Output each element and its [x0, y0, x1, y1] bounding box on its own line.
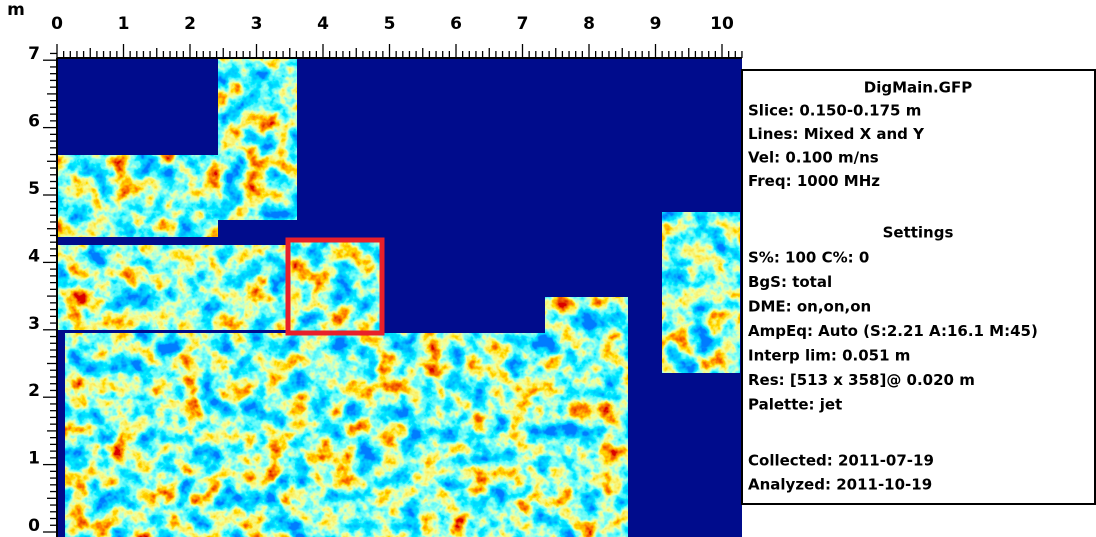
- date-line: Analyzed: 2011-10-19: [748, 476, 932, 494]
- info-line: Lines: Mixed X and Y: [748, 125, 925, 143]
- settings-line: DME: on,on,on: [748, 298, 871, 316]
- x-tick-label: 1: [118, 14, 130, 34]
- settings-line: Res: [513 x 358]@ 0.020 m: [748, 371, 975, 389]
- y-tick-label: 7: [28, 44, 40, 64]
- x-tick-label: 2: [184, 14, 196, 34]
- x-tick-label: 4: [317, 14, 329, 34]
- x-tick-label: 3: [251, 14, 263, 34]
- date-line: Collected: 2011-07-19: [748, 452, 934, 470]
- x-tick-label: 8: [583, 14, 595, 34]
- x-tick-label: 5: [384, 14, 396, 34]
- settings-line: AmpEq: Auto (S:2.21 A:16.1 M:45): [748, 322, 1038, 340]
- x-tick-label: 0: [51, 14, 63, 34]
- info-line: Vel: 0.100 m/ns: [748, 149, 879, 167]
- y-tick-label: 6: [28, 112, 40, 132]
- unit-label: m: [7, 0, 25, 20]
- y-tick-label: 1: [28, 449, 40, 469]
- x-tick-label: 9: [650, 14, 662, 34]
- info-line: Freq: 1000 MHz: [748, 172, 880, 190]
- y-tick-label: 5: [28, 179, 40, 199]
- x-tick-label: 6: [450, 14, 462, 34]
- settings-line: Interp lim: 0.051 m: [748, 347, 910, 365]
- settings-line: Palette: jet: [748, 396, 842, 414]
- y-tick-label: 4: [28, 246, 40, 266]
- settings-line: BgS: total: [748, 273, 832, 291]
- y-tick-label: 2: [28, 381, 40, 401]
- y-tick-label: 0: [28, 516, 40, 536]
- info-line: Slice: 0.150-0.175 m: [748, 102, 921, 120]
- settings-line: S%: 100 C%: 0: [748, 249, 869, 267]
- settings-title: Settings: [883, 224, 954, 242]
- y-tick-label: 3: [28, 314, 40, 334]
- screen: m DigMain.GFP Slice: 0.150-0.175 m Lines: …: [0, 0, 1096, 537]
- panel-title: DigMain.GFP: [864, 79, 972, 97]
- x-tick-label: 7: [517, 14, 529, 34]
- x-tick-label: 10: [710, 14, 734, 34]
